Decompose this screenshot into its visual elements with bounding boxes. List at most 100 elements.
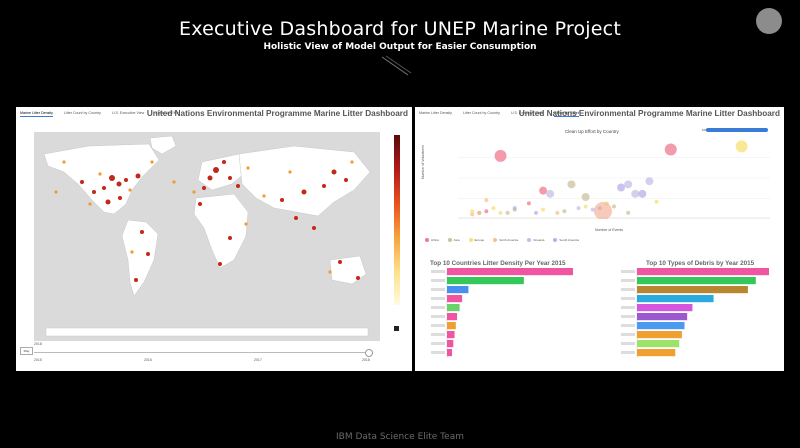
litter-medium [54, 160, 354, 274]
bar[interactable] [447, 322, 456, 330]
bar[interactable] [447, 331, 455, 339]
bubble-point[interactable] [631, 189, 640, 198]
legend-label: North America [499, 238, 519, 242]
legend-item[interactable]: Europe [468, 238, 484, 243]
bubble-point[interactable] [624, 180, 633, 189]
bubble-point[interactable] [484, 209, 489, 214]
bar-chart-countries[interactable] [425, 268, 585, 362]
slide-title: Executive Dashboard for UNEP Marine Proj… [179, 18, 621, 40]
legend-item[interactable]: South America [553, 238, 579, 243]
bubble-point[interactable] [539, 186, 548, 195]
bar[interactable] [637, 277, 756, 285]
bubble-point[interactable] [612, 204, 616, 209]
legend-swatch [493, 238, 498, 243]
bar[interactable] [637, 268, 769, 276]
litter-hotspots [80, 160, 360, 282]
bar[interactable] [637, 286, 748, 294]
bubble-point[interactable] [626, 210, 631, 215]
slider-tick: 2015 [34, 358, 42, 362]
bar-category-label [621, 297, 635, 300]
control-label: 100 [702, 128, 708, 132]
bubble-legend: Africa Asia Europe North America Oceania Sout… [425, 238, 579, 243]
tab-us-executive-view[interactable]: U.S. Executive View [510, 111, 544, 115]
bubble-point[interactable] [583, 204, 588, 209]
tab-clean-up-effort[interactable]: Clean Up Effort [554, 111, 579, 117]
legend-item[interactable]: Asia [447, 238, 460, 243]
tab-litter-count-by-country[interactable]: Litter Count by Country [63, 111, 101, 115]
bar[interactable] [447, 277, 524, 285]
bar-chart-debris[interactable] [613, 268, 781, 362]
bubble-point[interactable] [555, 210, 560, 215]
bubble-point[interactable] [470, 209, 475, 214]
tab-litter-count-by-country[interactable]: Litter Count by Country [462, 111, 500, 115]
bubble-point[interactable] [638, 189, 647, 198]
dashboard-title: United Nations Environmental Programme M… [146, 109, 408, 118]
bubble-point[interactable] [590, 207, 595, 212]
bubble-point[interactable] [567, 180, 576, 189]
decorative-lines [381, 55, 412, 76]
bubble-point[interactable] [562, 209, 567, 214]
bar[interactable] [637, 349, 676, 357]
tab-clean-up-effort[interactable]: Clean Up Effort [155, 111, 180, 115]
slider-tick: 2018 [362, 358, 370, 362]
bubble-point[interactable] [664, 143, 677, 156]
bar[interactable] [637, 340, 680, 348]
record-button[interactable] [756, 8, 782, 34]
bar-category-label [621, 315, 635, 318]
bar[interactable] [637, 313, 688, 321]
tab-marine-litter-density[interactable]: Marine Litter Density [419, 111, 452, 115]
bar-category-label [431, 333, 445, 336]
legend-item[interactable]: North America [493, 238, 519, 243]
bar[interactable] [637, 322, 685, 330]
marine-litter-dashboard-right: Marine Litter Density Litter Count by Co… [415, 107, 784, 371]
bar[interactable] [447, 313, 458, 321]
bar[interactable] [447, 295, 463, 303]
slider-current-year: 2018 [34, 342, 42, 346]
bubble-point[interactable] [581, 193, 590, 201]
bubble-point[interactable] [617, 183, 626, 192]
color-scale [394, 135, 400, 305]
bubble-point[interactable] [491, 206, 496, 211]
bubble-point[interactable] [546, 189, 555, 198]
bar[interactable] [637, 295, 714, 303]
bar[interactable] [447, 268, 573, 276]
legend-item[interactable]: Africa [425, 238, 439, 243]
bubble-point[interactable] [477, 210, 482, 215]
bubble-chart[interactable] [458, 137, 770, 219]
bar[interactable] [637, 304, 693, 312]
legend-swatch [527, 238, 532, 243]
legend-item[interactable]: Oceania [527, 238, 544, 243]
tab-marine-litter-density[interactable]: Marine Litter Density [20, 111, 53, 117]
bar[interactable] [447, 340, 454, 348]
australia-shape [329, 255, 367, 285]
bubble-point[interactable] [494, 149, 507, 162]
bar-category-label [431, 324, 445, 327]
bubble-point[interactable] [541, 207, 546, 212]
bubble-point[interactable] [498, 210, 503, 215]
bar-category-label [431, 270, 445, 273]
bubble-point[interactable] [534, 210, 538, 215]
bubble-point[interactable] [470, 212, 475, 217]
bubble-point[interactable] [526, 201, 531, 206]
year-slider-handle[interactable] [365, 349, 373, 357]
year-slider-track[interactable] [34, 352, 369, 353]
map-mode-icon[interactable] [394, 326, 399, 331]
play-button[interactable]: Play [20, 347, 33, 355]
bubble-point[interactable] [576, 206, 581, 211]
bubble-point[interactable] [484, 198, 489, 203]
bubble-point[interactable] [512, 206, 517, 211]
range-control[interactable] [706, 128, 768, 132]
bar[interactable] [447, 304, 460, 312]
bar[interactable] [447, 286, 469, 294]
tab-us-executive-view[interactable]: U.S. Executive View [111, 111, 145, 115]
bubble-point[interactable] [594, 202, 612, 219]
slide-subtitle: Holistic View of Model Output for Easier… [263, 42, 537, 52]
bubble-point[interactable] [505, 210, 510, 215]
bubble-point[interactable] [645, 177, 654, 186]
marine-litter-dashboard-left: Marine Litter Density Litter Count by Co… [16, 107, 412, 371]
world-litter-map[interactable] [34, 132, 380, 341]
bar[interactable] [447, 349, 453, 357]
bubble-point[interactable] [654, 199, 659, 204]
bar[interactable] [637, 331, 682, 339]
bubble-point[interactable] [735, 140, 748, 153]
